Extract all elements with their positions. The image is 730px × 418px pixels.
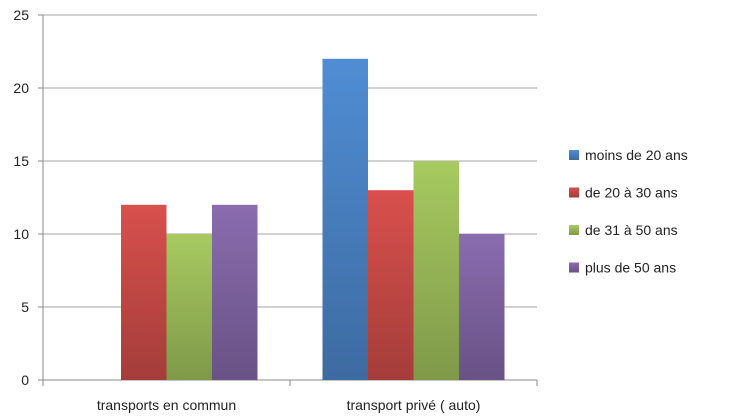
- bar: [368, 190, 414, 380]
- y-tick-label: 15: [13, 153, 29, 169]
- legend-swatch: [569, 150, 579, 160]
- bar: [322, 58, 368, 381]
- bar: [212, 204, 258, 380]
- y-tick-label: 25: [13, 7, 29, 23]
- legend-swatch: [569, 225, 579, 235]
- legend: moins de 20 ans de 20 à 30 ans de 31 à 50 …: [569, 147, 688, 276]
- legend-item: moins de 20 ans: [569, 147, 688, 163]
- x-category-label: transport privé ( auto): [347, 397, 481, 413]
- x-category-label: transports en commun: [97, 397, 236, 413]
- legend-item: plus de 50 ans: [569, 260, 676, 276]
- y-tick-label: 10: [13, 226, 29, 242]
- legend-swatch: [569, 187, 579, 198]
- legend-label: de 31 à 50 ans: [585, 222, 678, 238]
- legend-label: plus de 50 ans: [585, 260, 676, 276]
- axis-labels: 0 5 10 15 20 25 transports en commun transport …: [13, 7, 480, 413]
- bar: [121, 204, 167, 380]
- legend-item: de 31 à 50 ans: [569, 222, 678, 238]
- bar: [459, 234, 505, 380]
- y-tick-label: 20: [13, 80, 29, 96]
- legend-label: moins de 20 ans: [585, 147, 688, 163]
- bars: [121, 58, 505, 381]
- bar: [413, 161, 459, 380]
- legend-swatch: [569, 262, 579, 273]
- legend-item: de 20 à 30 ans: [569, 185, 678, 201]
- y-tick-label: 0: [21, 372, 29, 388]
- y-tick-label: 5: [21, 299, 29, 315]
- legend-label: de 20 à 30 ans: [585, 185, 678, 201]
- bar: [166, 234, 212, 380]
